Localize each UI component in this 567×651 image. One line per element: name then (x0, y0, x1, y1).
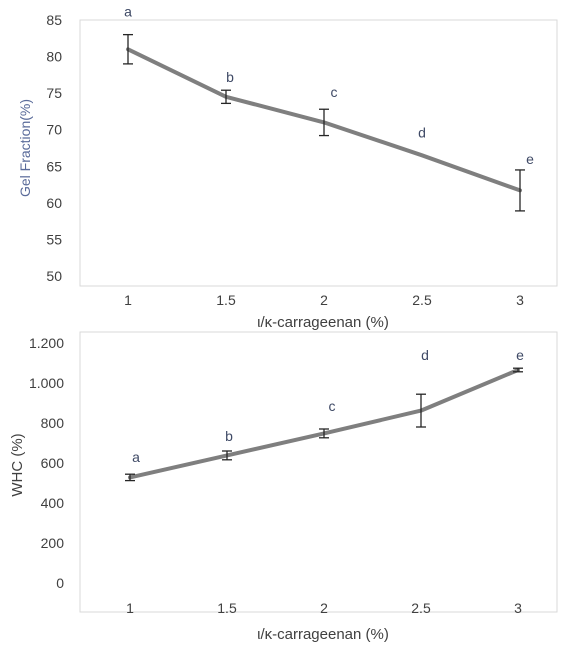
error-bar (513, 367, 523, 373)
significance-letter: d (421, 347, 429, 363)
significance-letter: e (526, 151, 534, 167)
x-tick-label: 2 (320, 600, 328, 616)
error-bar (221, 89, 231, 105)
y-axis-label: WHC (%) (9, 433, 26, 496)
significance-letter: b (225, 428, 233, 444)
significance-letter: a (124, 4, 132, 20)
gel-fraction-chart: Gel Fraction(%) ι/κ-carrageenan (%) 50 55… (17, 4, 558, 331)
significance-letter: a (132, 449, 140, 465)
significance-letter: b (226, 69, 234, 85)
x-tick-label: 1 (124, 292, 132, 308)
y-tick-label: 0 (56, 575, 64, 591)
y-tick-label: 75 (46, 85, 62, 101)
y-tick-label: 70 (46, 122, 62, 138)
y-tick-label: 55 (46, 231, 62, 247)
x-tick-label: 1.5 (216, 292, 236, 308)
y-tick-label: 80 (46, 49, 62, 65)
error-bar (319, 428, 329, 439)
x-axis-label: ι/κ-carrageenan (%) (257, 626, 389, 643)
error-bar (515, 169, 525, 212)
y-tick-label: 65 (46, 158, 62, 174)
x-tick-label: 1 (126, 600, 134, 616)
error-bar (222, 450, 232, 461)
error-bar (123, 33, 133, 65)
x-tick-label: 2 (320, 292, 328, 308)
x-tick-label: 2.5 (412, 292, 432, 308)
x-tick-label: 1.5 (217, 600, 237, 616)
y-tick-label: 200 (41, 535, 65, 551)
y-tick-label: 600 (41, 455, 65, 471)
y-tick-label: 50 (46, 268, 62, 284)
y-tick-label: 1.000 (29, 375, 64, 391)
error-bar (416, 393, 426, 428)
y-axis-label: Gel Fraction(%) (17, 99, 33, 197)
y-tick-label: 1.200 (29, 335, 64, 351)
significance-letter: d (418, 124, 426, 140)
error-bar (319, 108, 329, 137)
significance-letter: c (331, 84, 338, 100)
y-tick-label: 60 (46, 195, 62, 211)
x-tick-label: 3 (516, 292, 524, 308)
significance-letter: e (516, 347, 524, 363)
error-bar (125, 473, 135, 482)
y-tick-label: 800 (41, 415, 65, 431)
x-tick-label: 3 (514, 600, 522, 616)
x-axis-label: ι/κ-carrageenan (%) (257, 314, 389, 331)
x-tick-label: 2.5 (411, 600, 431, 616)
y-tick-label: 85 (46, 12, 62, 28)
significance-letter: c (329, 398, 336, 414)
y-tick-label: 400 (41, 495, 65, 511)
whc-chart: WHC (%) ι/κ-carrageenan (%) 0 200 400 600 80… (9, 331, 558, 643)
